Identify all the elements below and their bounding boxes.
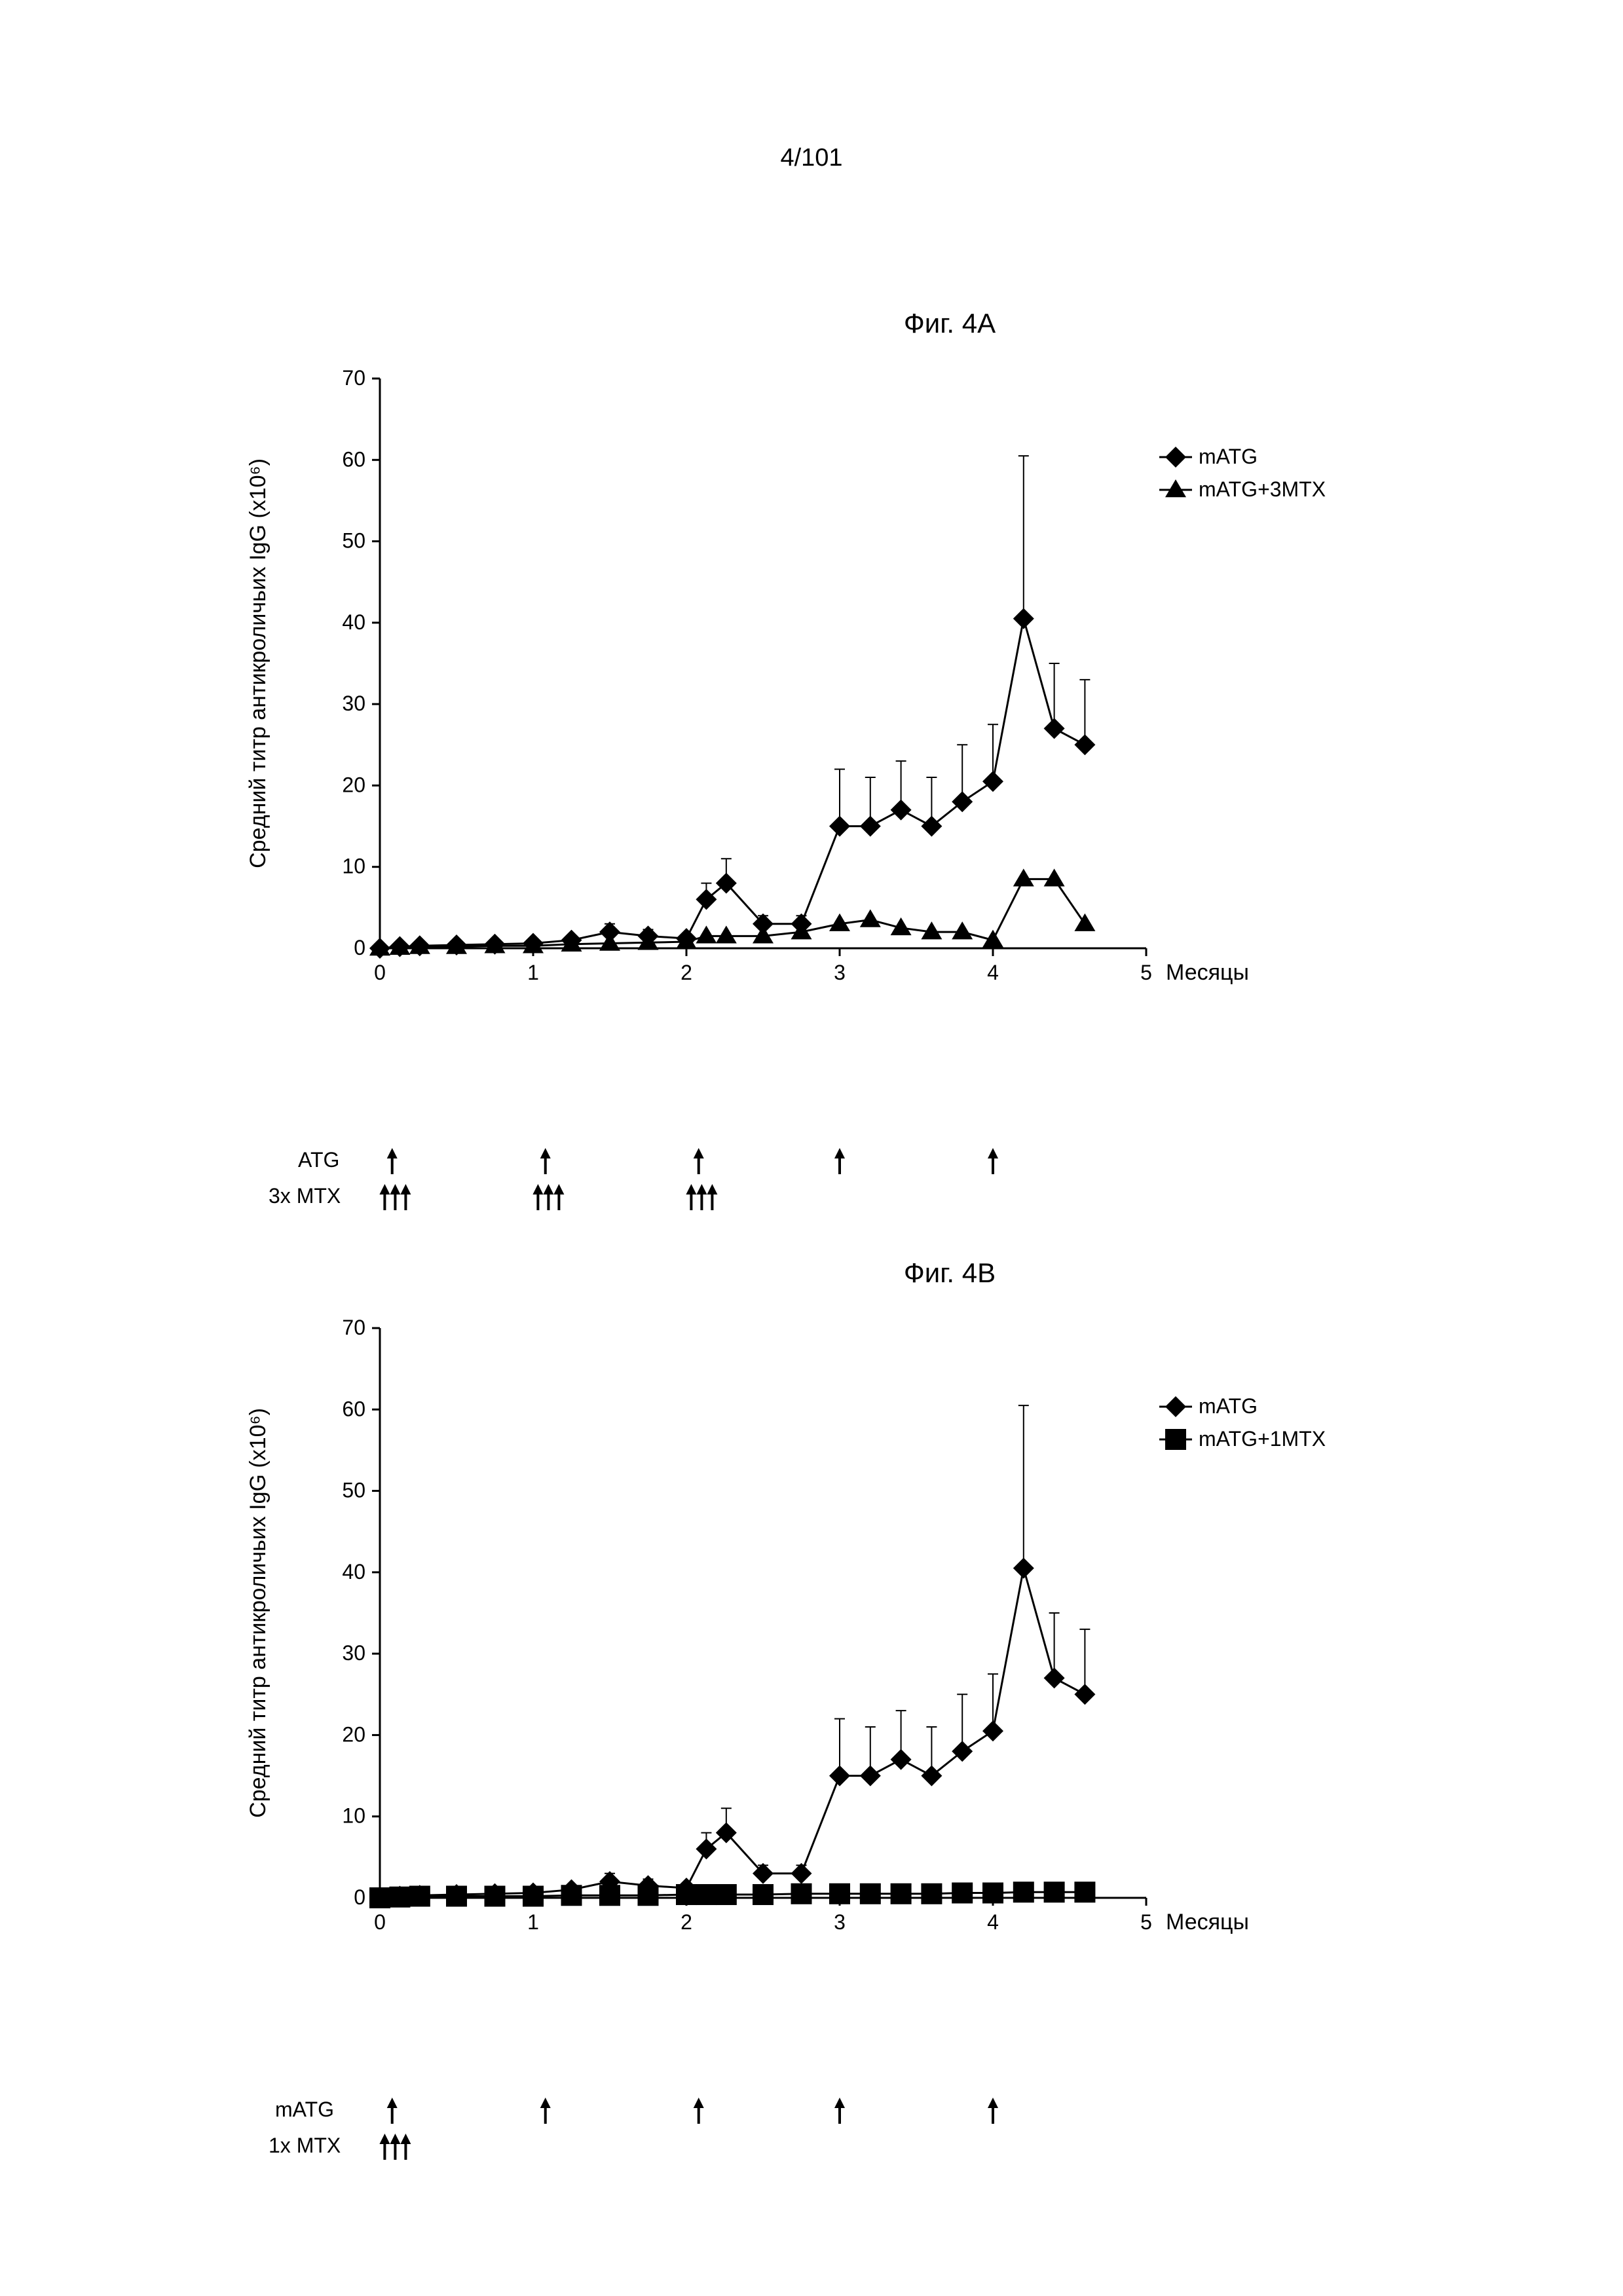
- mtx-arrows-a: [229, 1181, 1343, 1213]
- svg-text:0: 0: [354, 936, 365, 959]
- mtx-arrows-b: [229, 2130, 1343, 2163]
- svg-text:3: 3: [834, 961, 846, 984]
- svg-text:70: 70: [342, 366, 365, 390]
- svg-text:2: 2: [681, 1910, 692, 1934]
- svg-text:Средний титр антикроличьих IgG: Средний титр антикроличьих IgG (x10⁶): [246, 1408, 270, 1818]
- svg-text:0: 0: [374, 1910, 386, 1934]
- svg-text:mATG+3MTX: mATG+3MTX: [1199, 477, 1326, 501]
- svg-text:20: 20: [342, 773, 365, 796]
- svg-text:10: 10: [342, 855, 365, 878]
- svg-text:50: 50: [342, 1479, 365, 1502]
- svg-text:4: 4: [987, 961, 999, 984]
- svg-text:5: 5: [1140, 961, 1152, 984]
- svg-text:5: 5: [1140, 1910, 1152, 1934]
- svg-text:20: 20: [342, 1722, 365, 1746]
- svg-text:40: 40: [342, 1560, 365, 1583]
- figure-4b: Фиг. 4B 0 10 20 30 40 50 60 70 0 1 2 3 4 5 Средний тит…: [229, 1257, 1343, 2166]
- figure-4a: Фиг. 4A 0 10 20 30 40 50 60 70 0 1 2 3 4 5 Средний тит…: [229, 308, 1343, 1217]
- svg-text:2: 2: [681, 961, 692, 984]
- atg-annotation-row-b: mATG: [229, 2098, 1343, 2130]
- svg-text:mATG: mATG: [1199, 445, 1258, 468]
- svg-text:Месяцы: Месяцы: [1166, 960, 1249, 985]
- chart-4b-wrapper: 0 10 20 30 40 50 60 70 0 1 2 3 4 5 Средний титр антикр…: [229, 1308, 1343, 2094]
- svg-text:10: 10: [342, 1804, 365, 1828]
- atg-arrows-a: [229, 1145, 1343, 1177]
- svg-text:mATG: mATG: [1199, 1394, 1258, 1418]
- svg-text:70: 70: [342, 1316, 365, 1339]
- svg-text:1: 1: [527, 1910, 539, 1934]
- chart-4b: 0 10 20 30 40 50 60 70 0 1 2 3 4 5 Средний титр антикр…: [229, 1308, 1343, 1963]
- chart-4a: 0 10 20 30 40 50 60 70 0 1 2 3 4 5 Средний титр антикр…: [229, 359, 1343, 1014]
- svg-text:30: 30: [342, 1641, 365, 1665]
- svg-text:60: 60: [342, 447, 365, 471]
- atg-annotation-row-a: ATG: [229, 1148, 1343, 1181]
- svg-text:0: 0: [374, 961, 386, 984]
- svg-text:0: 0: [354, 1885, 365, 1909]
- svg-text:30: 30: [342, 692, 365, 715]
- figure-4b-title: Фиг. 4B: [557, 1257, 1343, 1289]
- svg-text:mATG+1MTX: mATG+1MTX: [1199, 1427, 1326, 1451]
- svg-text:1: 1: [527, 961, 539, 984]
- svg-text:40: 40: [342, 610, 365, 634]
- svg-text:3: 3: [834, 1910, 846, 1934]
- page-number: 4/101: [780, 144, 842, 172]
- svg-text:4: 4: [987, 1910, 999, 1934]
- atg-arrows-b: [229, 2094, 1343, 2127]
- svg-text:50: 50: [342, 529, 365, 553]
- figure-4a-title: Фиг. 4A: [557, 308, 1343, 339]
- mtx-annotation-row-a: 3x MTX: [229, 1184, 1343, 1217]
- svg-text:Средний титр антикроличьих IgG: Средний титр антикроличьих IgG (x10⁶): [246, 458, 270, 868]
- svg-text:Месяцы: Месяцы: [1166, 1910, 1249, 1935]
- svg-text:60: 60: [342, 1397, 365, 1420]
- mtx-annotation-row-b: 1x MTX: [229, 2134, 1343, 2166]
- chart-4a-wrapper: 0 10 20 30 40 50 60 70 0 1 2 3 4 5 Средний титр антикр…: [229, 359, 1343, 1145]
